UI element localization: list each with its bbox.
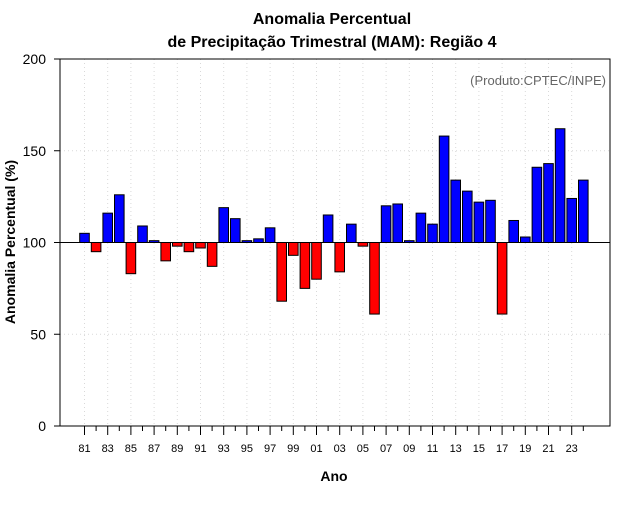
x-tick-label-95: 95	[241, 443, 253, 455]
bar-2011	[427, 223, 438, 243]
y-tick-label-0: 0	[38, 418, 46, 434]
bar-2012	[438, 135, 450, 244]
bar-1990	[183, 242, 195, 253]
x-tick-label-03: 03	[334, 443, 346, 455]
bar-2006	[369, 242, 380, 315]
bar-2016	[485, 199, 496, 244]
bar-1986	[137, 225, 148, 243]
x-tick-label-23: 23	[566, 443, 578, 455]
x-tick-label-89: 89	[171, 443, 183, 455]
x-tick-label-07: 07	[380, 443, 392, 455]
bar-2010	[415, 212, 427, 243]
watermark-label: (Produto:CPTEC/INPE)	[470, 73, 606, 88]
bar-2023	[566, 197, 578, 244]
bar-2007	[380, 205, 392, 244]
bar-1983	[102, 212, 114, 243]
bar-2014	[462, 190, 473, 243]
y-axis-label: Anomalia Percentual (%)	[2, 160, 18, 324]
x-tick-label-97: 97	[264, 443, 276, 455]
bar-1989	[172, 242, 183, 247]
bar-1988	[160, 242, 171, 262]
x-tick-label-87: 87	[148, 443, 160, 455]
x-tick-label-01: 01	[310, 443, 322, 455]
bar-2002	[322, 214, 334, 243]
bar-2017	[496, 242, 508, 315]
y-tick-label-100: 100	[23, 235, 47, 251]
bar-2008	[392, 203, 403, 243]
x-tick-label-81: 81	[78, 443, 90, 455]
x-tick-label-99: 99	[287, 443, 299, 455]
bar-2018	[508, 219, 519, 243]
bar-2001	[311, 242, 322, 280]
bar-1985	[125, 242, 137, 275]
bar-1997	[264, 227, 276, 244]
bar-1998	[276, 242, 287, 302]
x-tick-label-21: 21	[542, 443, 554, 455]
x-tick-label-19: 19	[519, 443, 531, 455]
x-tick-label-91: 91	[194, 443, 206, 455]
bar-1992	[206, 242, 218, 267]
bar-1981	[79, 232, 90, 244]
bar-1984	[114, 194, 125, 243]
y-tick-label-200: 200	[23, 51, 47, 67]
y-tick-label-150: 150	[23, 143, 47, 159]
bar-1982	[90, 242, 102, 253]
x-tick-label-17: 17	[496, 443, 508, 455]
chart-title-line1: Anomalia Percentual	[253, 11, 411, 28]
x-tick-label-11: 11	[427, 443, 438, 455]
bar-2022	[554, 128, 566, 243]
chart-title-line2: de Precipitação Trimestral (MAM): Região…	[168, 34, 497, 51]
y-tick-label-50: 50	[30, 326, 46, 342]
x-tick-label-13: 13	[450, 443, 462, 455]
x-tick-label-05: 05	[357, 443, 369, 455]
bar-2020	[531, 166, 543, 243]
x-tick-label-93: 93	[218, 443, 230, 455]
x-tick-label-85: 85	[125, 443, 137, 455]
x-tick-label-09: 09	[403, 443, 415, 455]
bar-2019	[520, 236, 531, 243]
x-axis-label: Ano	[320, 468, 347, 484]
x-axis: 81 83 85 87 89 91 93 95 97 99 01 03 05 07 09 11 13 15 17 19…	[78, 426, 584, 455]
x-tick-label-15: 15	[473, 443, 485, 455]
bar-1999	[288, 242, 299, 256]
bars-layer	[79, 128, 589, 315]
bar-2021	[543, 163, 554, 244]
bar-2005	[357, 242, 369, 247]
bar-2024	[578, 179, 589, 243]
bar-1993	[218, 207, 229, 243]
bar-2000	[299, 242, 311, 289]
bar-2015	[473, 201, 485, 244]
bar-2004	[346, 223, 357, 243]
x-tick-label-83: 83	[102, 443, 114, 455]
bar-1991	[195, 242, 206, 249]
y-axis: 0 50 100 150 200	[23, 51, 60, 434]
bar-2013	[450, 179, 461, 243]
bar-1994	[230, 218, 241, 243]
bar-2003	[334, 242, 345, 273]
bar-1996	[253, 238, 264, 244]
